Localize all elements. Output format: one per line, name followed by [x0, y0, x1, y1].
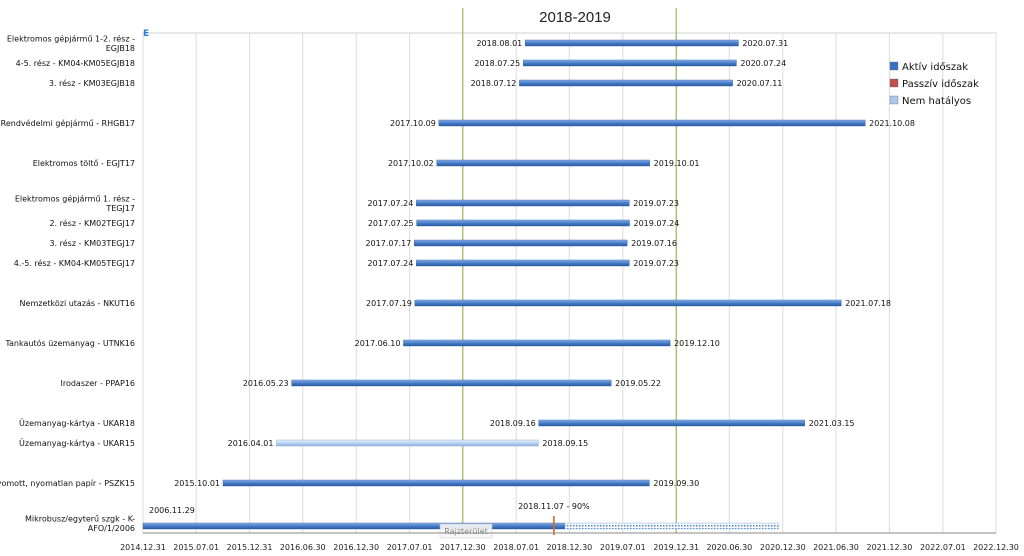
start-label: 2015.10.01 — [174, 479, 220, 488]
x-tick-label: 2021.12.30 — [867, 543, 913, 552]
category-label: AFO/1/2006 — [88, 524, 135, 533]
category-label: EGJB18 — [106, 44, 135, 53]
x-tick-label: 2020.12.30 — [760, 543, 806, 552]
bar-active — [438, 119, 866, 127]
bar-active — [416, 219, 630, 227]
bar-active — [416, 199, 630, 207]
bar-active — [538, 419, 805, 427]
x-tick-label: 2020.06.30 — [706, 543, 752, 552]
legend-swatch — [889, 61, 899, 71]
category-label: Tankautós üzemanyag - UTNK16 — [4, 338, 135, 348]
x-tick-label: 2015.07.01 — [173, 543, 219, 552]
x-tick-label: 2017.12.30 — [440, 543, 486, 552]
start-label: 2017.07.17 — [365, 239, 411, 248]
category-label: TEGJ17 — [105, 204, 135, 213]
x-tick-label: 2016.06.30 — [280, 543, 326, 552]
x-tick-label: 2018.12.30 — [546, 543, 592, 552]
end-label: 2018.09.15 — [542, 439, 588, 448]
bar-active — [222, 479, 650, 487]
start-label: 2017.07.25 — [368, 219, 414, 228]
marker-label: 2018.11.07 - 90% — [518, 502, 590, 511]
end-label: 2021.07.18 — [845, 299, 891, 308]
bar-active — [403, 339, 671, 347]
category-label: Mikrobusz/egyterű szgk - K- — [25, 514, 135, 523]
start-label: 2017.06.10 — [355, 339, 401, 348]
tooltip-text: Rajzterület — [444, 527, 487, 536]
end-label: 2020.07.24 — [740, 59, 786, 68]
category-label: Üzemanyag-kártya - UKAR15 — [19, 438, 135, 448]
bar-active — [291, 379, 612, 387]
x-tick-label: 2022.12.30 — [973, 543, 1019, 552]
x-tick-label: 2018.07.01 — [493, 543, 539, 552]
category-label: Elektromos töltő - EGJT17 — [33, 159, 135, 168]
category-label: Elektromos gépjármű 1-2. rész - — [7, 33, 135, 43]
bar-active — [414, 239, 628, 247]
start-label: 2018.07.25 — [474, 59, 520, 68]
legend-label: Nem hatályos — [902, 95, 971, 107]
end-label: 2019.12.10 — [674, 339, 720, 348]
start-label: 2016.04.01 — [228, 439, 274, 448]
chart-title: 2018-2019 — [539, 9, 611, 26]
bar-active — [523, 59, 737, 67]
bar-inactive — [276, 439, 539, 447]
tooltip-box — [439, 523, 493, 539]
end-label: 2019.07.23 — [633, 259, 679, 268]
start-label: 2018.07.12 — [471, 79, 517, 88]
legend-swatch — [889, 95, 899, 105]
end-label: 2020.07.11 — [737, 79, 783, 88]
start-label: 2017.10.09 — [390, 119, 436, 128]
category-label: 2. rész - KM02TEGJ17 — [49, 218, 135, 228]
end-label: 2021.10.08 — [869, 119, 915, 128]
category-label: Elektromos gépjármű 1. rész - — [15, 193, 135, 203]
bar-active — [414, 299, 842, 307]
end-label: 2019.05.22 — [615, 379, 661, 388]
start-label: 2016.05.23 — [243, 379, 289, 388]
category-label: Nyomott, nyomatlan papír - PSZK15 — [0, 479, 135, 488]
end-label: 2019.07.23 — [633, 199, 679, 208]
bar-active — [519, 79, 733, 87]
x-tick-label: 2015.12.31 — [227, 543, 273, 552]
category-label: Üzemanyag-kártya - UKAR18 — [19, 418, 135, 428]
end-label: 2019.07.16 — [631, 239, 677, 248]
bar-active — [436, 159, 650, 167]
category-label: 4.-5. rész - KM04-KM05TEGJ17 — [14, 258, 135, 268]
legend-swatch — [889, 78, 899, 88]
legend-label: Aktív időszak — [902, 61, 968, 73]
x-tick-label: 2019.07.01 — [600, 543, 646, 552]
start-label: 2017.07.19 — [366, 299, 412, 308]
x-tick-label: 2016.12.30 — [333, 543, 379, 552]
legend-label: Passzív időszak — [902, 78, 979, 90]
category-label: 3. rész - KM03TEGJ17 — [49, 238, 135, 248]
end-label: 2019.07.24 — [634, 219, 680, 228]
category-label: Nemzetközi utazás - NKUT16 — [20, 299, 135, 308]
bar-extension — [564, 522, 779, 530]
x-tick-label: 2019.12.31 — [653, 543, 699, 552]
start-label: 2017.07.24 — [368, 199, 414, 208]
start-label: 2017.07.24 — [368, 259, 414, 268]
start-label: 2018.08.01 — [476, 39, 522, 48]
start-label: 2018.09.16 — [490, 419, 536, 428]
bar-active — [142, 522, 566, 530]
category-label: 3. rész - KM03EGJB18 — [49, 78, 135, 88]
x-tick-label: 2022.07.01 — [920, 543, 966, 552]
end-label: 2021.03.15 — [809, 419, 855, 428]
category-label: 4-5. rész - KM04-KM05EGJB18 — [16, 58, 135, 68]
end-label: 2020.07.31 — [742, 39, 788, 48]
start-label: 2017.10.02 — [388, 159, 434, 168]
corner-mark: E — [143, 29, 149, 39]
category-label: Rendvédelmi gépjármű - RHGB17 — [1, 118, 135, 128]
bar-active — [525, 39, 739, 47]
start-label: 2006.11.29 — [149, 506, 195, 515]
category-label: Irodaszer - PPAP16 — [60, 379, 135, 388]
end-label: 2019.10.01 — [654, 159, 700, 168]
end-label: 2019.09.30 — [653, 479, 699, 488]
x-tick-label: 2017.07.01 — [387, 543, 433, 552]
x-tick-label: 2014.12.31 — [120, 543, 166, 552]
bar-active — [416, 259, 630, 267]
x-tick-label: 2021.06.30 — [813, 543, 859, 552]
